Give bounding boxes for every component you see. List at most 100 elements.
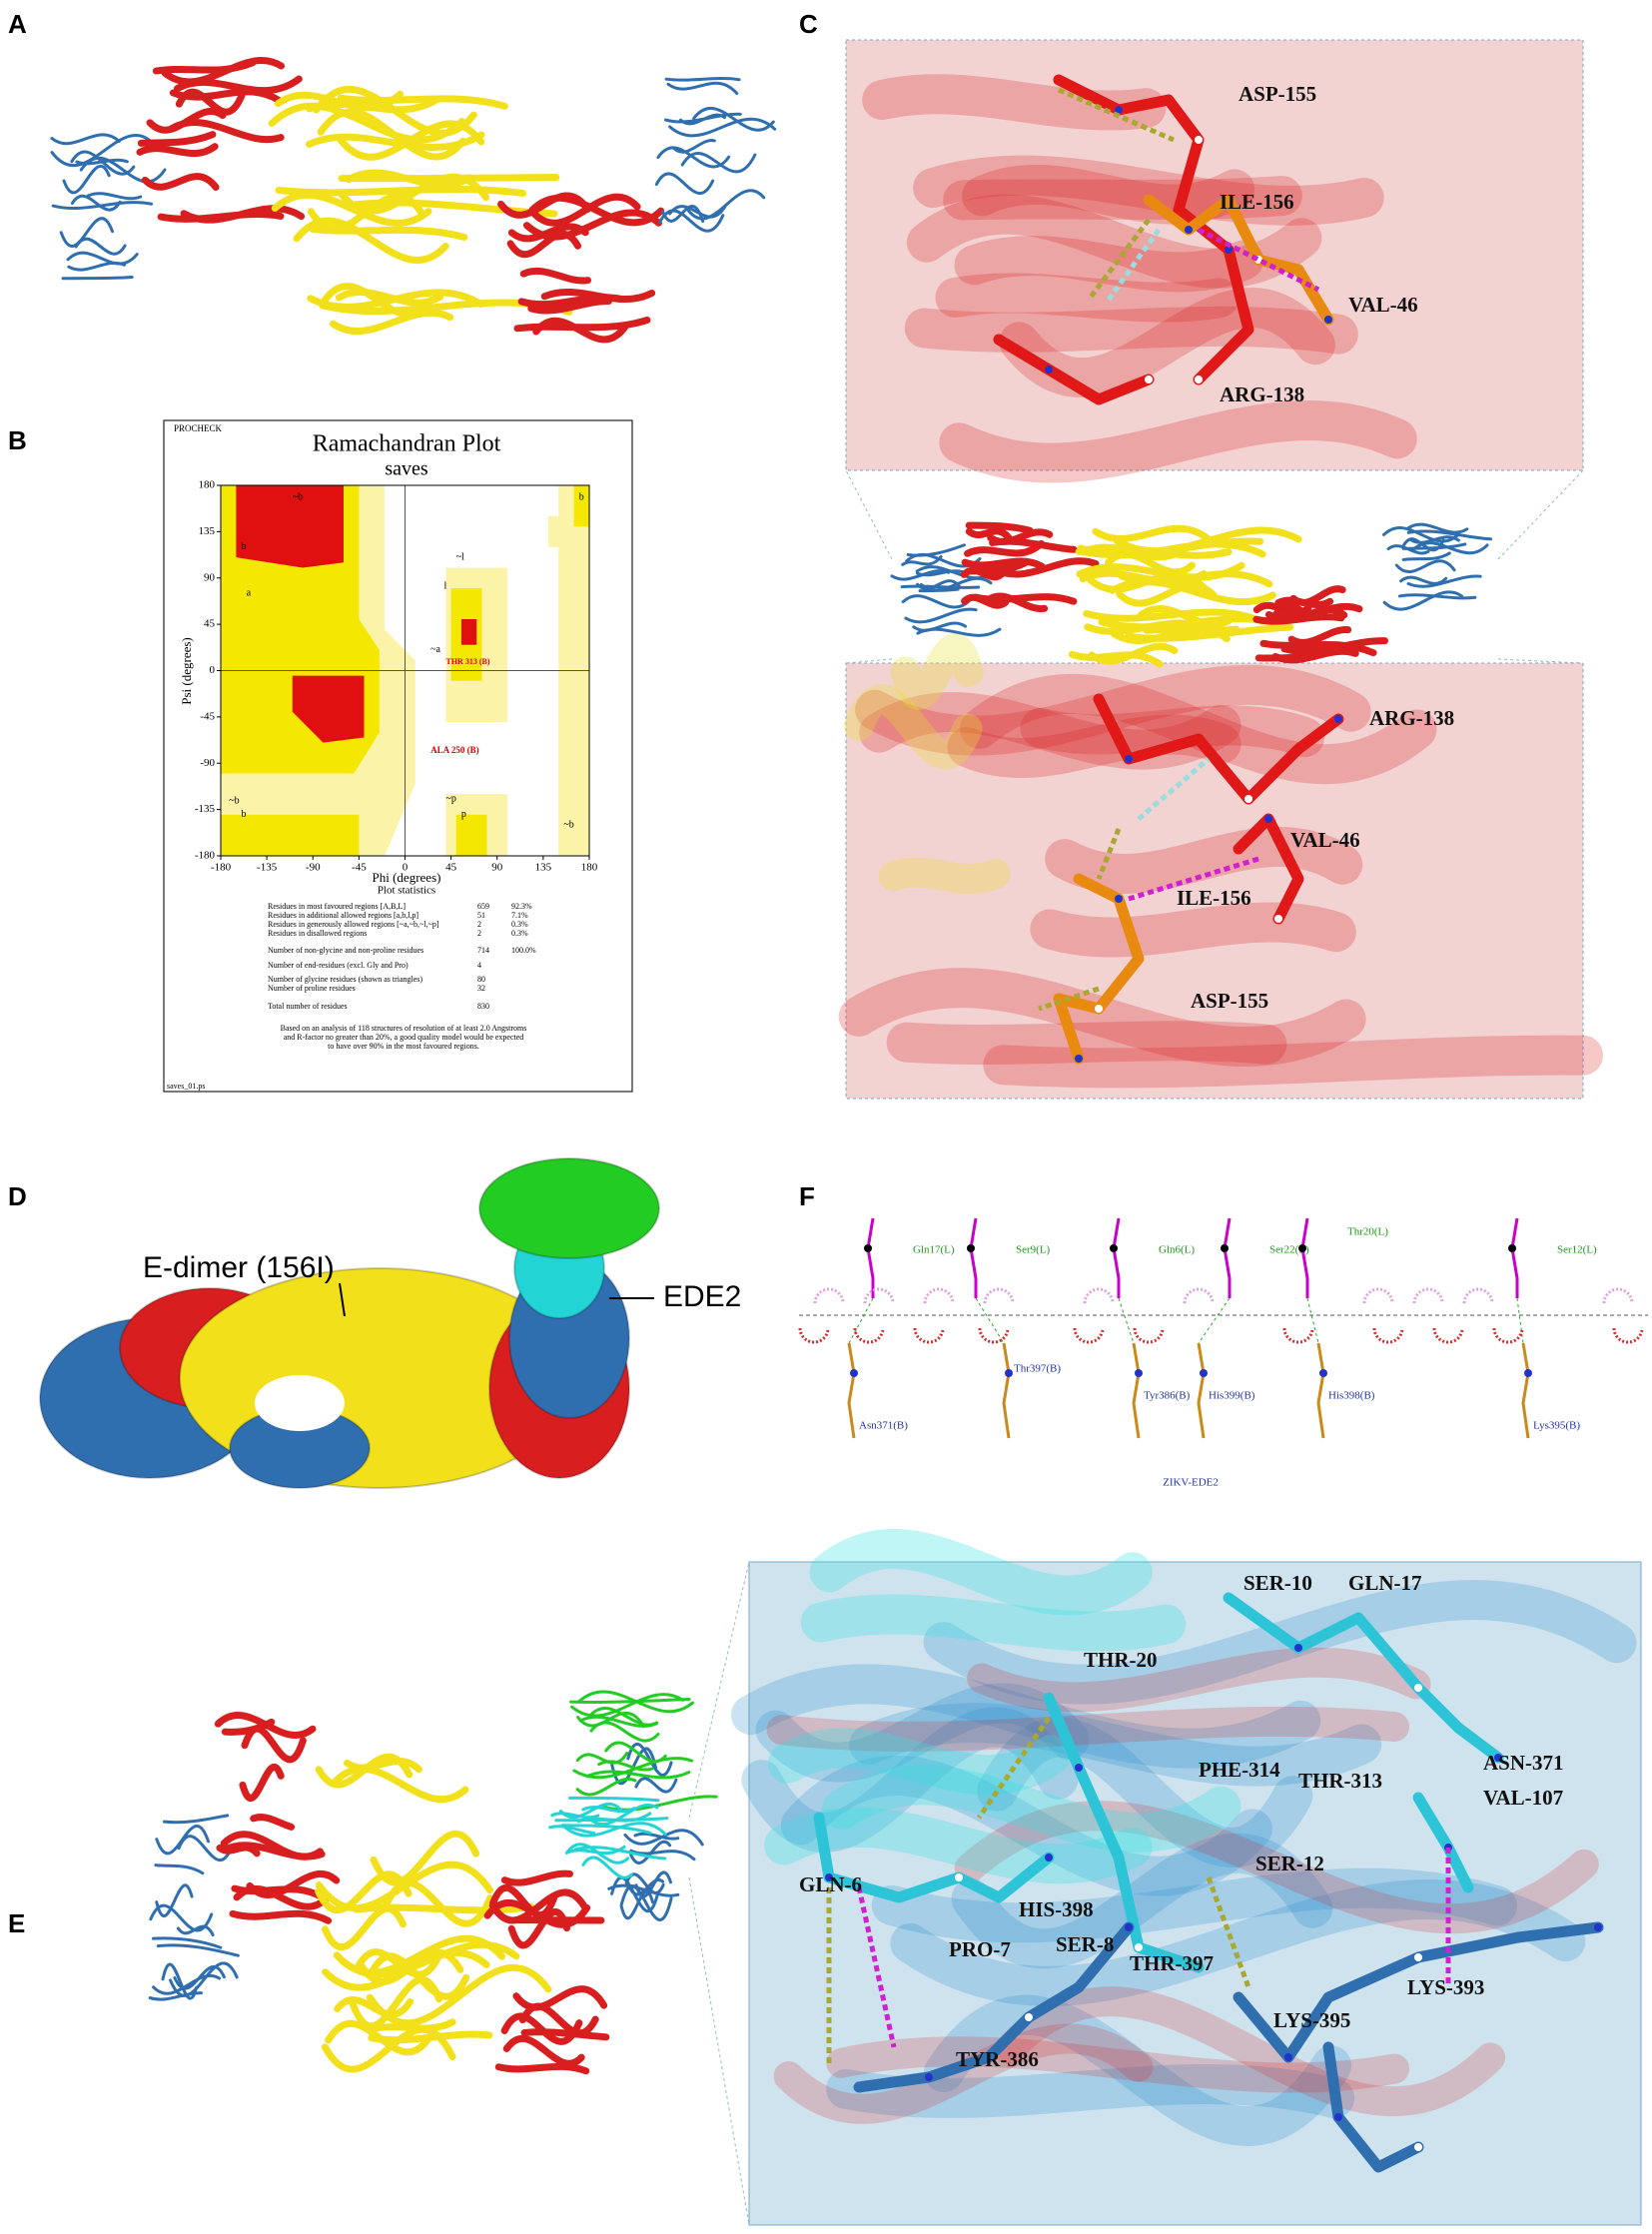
residue-label: PRO-7 [949,1937,1011,1961]
ribbon [767,1728,1072,1796]
panel-label: B [8,425,27,455]
ribbon [141,173,220,192]
y-tick-label: 180 [199,479,216,491]
stat-label: Residues in generously allowed regions [… [268,920,439,929]
zoom-box-bottom [845,662,1584,1100]
ribbon [162,1814,230,1825]
receptor-residue: His398(B) [1328,1390,1375,1402]
ribbon [900,584,981,589]
hydrophobic-arc [1073,1327,1105,1344]
x-tick-label: -180 [211,862,232,874]
atom [967,1244,975,1252]
ribbon [849,1703,1382,1787]
ribbon [680,152,757,174]
ribbon [838,968,1366,1067]
stat-percent: 7.1% [511,911,528,920]
residue-label: ILE-156 [1177,886,1251,910]
hbond [975,1297,1005,1344]
ribbon [843,684,983,769]
ribbon [337,94,508,110]
ribbon [564,1822,667,1838]
hbond [1137,757,1211,821]
ribbon [965,521,1034,534]
ribbon [306,96,441,114]
ribbon [317,108,466,161]
ribbon [809,1529,1153,1616]
hydrophobic-arc [1492,1327,1524,1344]
hydrophobic-arc [1612,1327,1644,1344]
ribbon [1254,652,1319,662]
x-tick-label: 45 [445,862,457,874]
arrow [339,1282,346,1317]
ribbon [155,1883,194,1918]
ribbon [954,1801,1599,1934]
ribbon [666,81,739,96]
stick [813,1812,1055,1903]
panel-label: C [799,9,818,39]
region-label: p [461,809,466,820]
stat-label: Residues in additional allowed regions [… [268,911,418,920]
hbond [1516,1297,1524,1344]
ribbon [633,1832,680,1841]
stat-count: 32 [477,984,485,993]
hbond [1087,218,1151,302]
stick [1143,194,1334,326]
ribbon [293,217,449,264]
x-axis-label: Phi (degrees) [373,870,441,885]
receptor-stick [1132,1342,1141,1439]
ribbon [550,1812,600,1820]
ribbon [964,539,1045,557]
ribbon [250,1814,296,1831]
region-label: ~a [430,644,440,655]
residue-label: THR 313 (B) [446,657,490,666]
ribbon [692,107,775,132]
ribbon [886,1021,1287,1065]
stick [993,334,1155,405]
region-label: b [242,809,247,820]
region-allowed [455,814,487,856]
ribbon [321,283,434,319]
atom [1125,755,1133,763]
ribbon [137,131,217,147]
ribbon [961,557,1046,570]
atom [1025,2013,1033,2021]
region-label: ~b [229,796,239,807]
y-tick-label: -90 [200,757,215,769]
ribbon [488,1888,590,1924]
ribbon [568,1796,660,1803]
ribbon [967,1647,1431,1713]
hbond [976,1716,1052,1820]
ribbon [1382,590,1463,611]
ribbon [623,1829,704,1847]
ribbon [916,627,1002,637]
atom [1298,1244,1306,1252]
residue-label: ALA 250 (B) [430,745,479,755]
residue-label: ASN-371 [1483,1751,1564,1775]
residue-label: LYS-395 [1273,2008,1350,2032]
ribbon [947,714,1241,778]
ribbon [924,1994,1352,2146]
ribbon [1401,542,1467,550]
ribbon [1381,526,1461,543]
stat-count: 51 [477,911,485,920]
ribbon [916,579,961,590]
atom [1110,1244,1118,1252]
ribbon [906,194,1322,289]
atom [1095,1005,1103,1013]
ribbon [156,1943,240,1957]
ribbon [506,230,582,259]
stat-label: Residues in disallowed regions [268,929,367,938]
residue-label: GLN-6 [799,1872,862,1896]
ribbon [517,294,625,309]
residue-label: VAL-46 [1290,828,1360,852]
ribbon [1394,559,1456,573]
region-label: ~b [563,819,573,830]
surface-hole [255,1375,345,1431]
atom [1225,246,1233,254]
ligand-stick [1112,1217,1121,1298]
ede-label: EDE2 [663,1280,741,1313]
ribbon [1406,522,1469,534]
ribbon [629,1849,696,1862]
atom [1334,715,1342,723]
hbond [1198,1297,1231,1344]
